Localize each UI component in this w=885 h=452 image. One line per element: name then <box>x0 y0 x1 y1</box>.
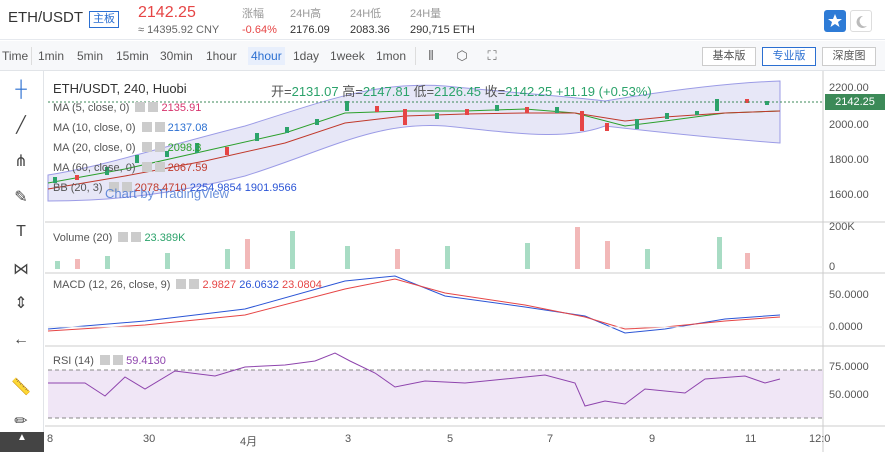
interval-1day[interactable]: 1day <box>293 49 320 63</box>
chart-title: ETH/USDT, 240, Huobi <box>53 81 187 96</box>
drawing-toolbar: ┼ ╱ ⋔ ✎ T ⋈ ⇕ ← 📏 ✏ ▲ <box>0 71 44 452</box>
x-tick: 5 <box>447 433 454 445</box>
pro-view-button[interactable]: 专业版 <box>762 47 816 66</box>
ma60-legend[interactable]: MA (60, close, 0) 2067.59 <box>53 162 208 174</box>
pitchfork-icon[interactable]: ⋔ <box>14 153 28 170</box>
fullscreen-icon[interactable]: ⛶ <box>487 48 497 63</box>
collapse-toolbar-button[interactable]: ▲ <box>0 432 44 452</box>
macd-legend[interactable]: MACD (12, 26, close, 9) 2.9827 26.0632 2… <box>53 279 322 291</box>
last-price: 2142.25 <box>138 4 196 21</box>
brush-icon[interactable]: ✎ <box>14 189 28 206</box>
stat-low: 24H低 2083.36 <box>350 8 390 36</box>
text-icon[interactable]: T <box>16 223 26 240</box>
chart-area[interactable]: ETH/USDT, 240, Huobi 开=2131.07 高=2147.81… <box>45 71 885 452</box>
interval-5min[interactable]: 5min <box>77 49 104 63</box>
basic-view-button[interactable]: 基本版 <box>702 47 756 66</box>
y-tick: 0 <box>829 261 836 273</box>
interval-30min[interactable]: 30min <box>160 49 193 63</box>
stat-change: 涨幅 -0.64% <box>242 8 277 36</box>
interval-15min[interactable]: 15min <box>116 49 149 63</box>
y-tick: 2000.00 <box>829 119 869 131</box>
pattern-icon[interactable]: ⋈ <box>13 261 29 278</box>
cny-price: ≈ 14395.92 CNY <box>138 24 220 36</box>
y-tick: 50.0000 <box>829 289 869 301</box>
interval-1week[interactable]: 1week <box>330 49 365 63</box>
x-tick: 30 <box>143 433 156 445</box>
interval-1min[interactable]: 1min <box>38 49 65 63</box>
y-tick: 1800.00 <box>829 154 869 166</box>
y-tick: 50.0000 <box>829 389 869 401</box>
ma5-legend[interactable]: MA (5, close, 0) 2135.91 <box>53 102 202 114</box>
stat-volume: 24H量 290,715 ETH <box>410 8 475 36</box>
ma10-legend[interactable]: MA (10, close, 0) 2137.08 <box>53 122 208 134</box>
arrow-left-icon[interactable]: ← <box>13 331 29 348</box>
depth-view-button[interactable]: 深度图 <box>822 47 876 66</box>
pencil-icon[interactable]: ✏ <box>14 413 28 430</box>
x-tick: 4月 <box>240 436 258 448</box>
y-tick: 75.0000 <box>829 361 869 373</box>
current-price-label: 2142.25 <box>825 94 885 110</box>
interval-toolbar: Time 1min 5min 15min 30min 1hour 4hour 1… <box>0 41 885 71</box>
x-tick: 11 <box>745 433 757 445</box>
interval-time[interactable]: Time <box>2 49 29 63</box>
crosshair-icon[interactable]: ┼ <box>15 81 27 98</box>
rsi-legend[interactable]: RSI (14) 59.4130 <box>53 355 166 367</box>
x-tick: 3 <box>345 433 352 445</box>
stat-high: 24H高 2176.09 <box>290 8 330 36</box>
interval-1mon[interactable]: 1mon <box>376 49 407 63</box>
tradingview-watermark: Chart by TradingView <box>105 186 230 201</box>
x-tick: 12:0 <box>809 433 831 445</box>
x-tick: 8 <box>47 433 54 445</box>
x-tick: 7 <box>547 433 554 445</box>
star-icon[interactable] <box>824 10 846 32</box>
main-board-badge: 主板 <box>89 11 119 28</box>
trendline-icon[interactable]: ╱ <box>16 117 26 134</box>
header-bar: ETH/USDT 主板 2142.25 ≈ 14395.92 CNY 涨幅 -0.… <box>0 0 885 40</box>
settings-icon[interactable]: ⬡ <box>456 48 468 63</box>
measure-icon[interactable]: ⇕ <box>14 295 28 312</box>
y-tick: 0.0000 <box>829 321 863 333</box>
pair-name: ETH/USDT <box>8 9 83 26</box>
ruler-icon[interactable]: 📏 <box>11 379 31 396</box>
x-tick: 9 <box>649 433 656 445</box>
interval-1hour[interactable]: 1hour <box>206 49 237 63</box>
y-tick: 200K <box>829 221 855 233</box>
ohlc-legend: 开=2131.07 高=2147.81 低=2126.45 收=2142.25 … <box>271 84 652 99</box>
bb-legend[interactable]: BB (20, 3) 2078.4710 2254.9854 1901.9566 <box>53 182 297 194</box>
bar-style-icon[interactable]: ⫴ <box>428 48 434 63</box>
moon-icon[interactable] <box>850 10 872 32</box>
volume-legend[interactable]: Volume (20) 23.389K <box>53 232 186 244</box>
y-tick: 1600.00 <box>829 189 869 201</box>
ma20-legend[interactable]: MA (20, close, 0) 2098.3 <box>53 142 202 154</box>
y-tick: 2200.00 <box>829 82 869 94</box>
interval-4hour[interactable]: 4hour <box>248 47 285 65</box>
